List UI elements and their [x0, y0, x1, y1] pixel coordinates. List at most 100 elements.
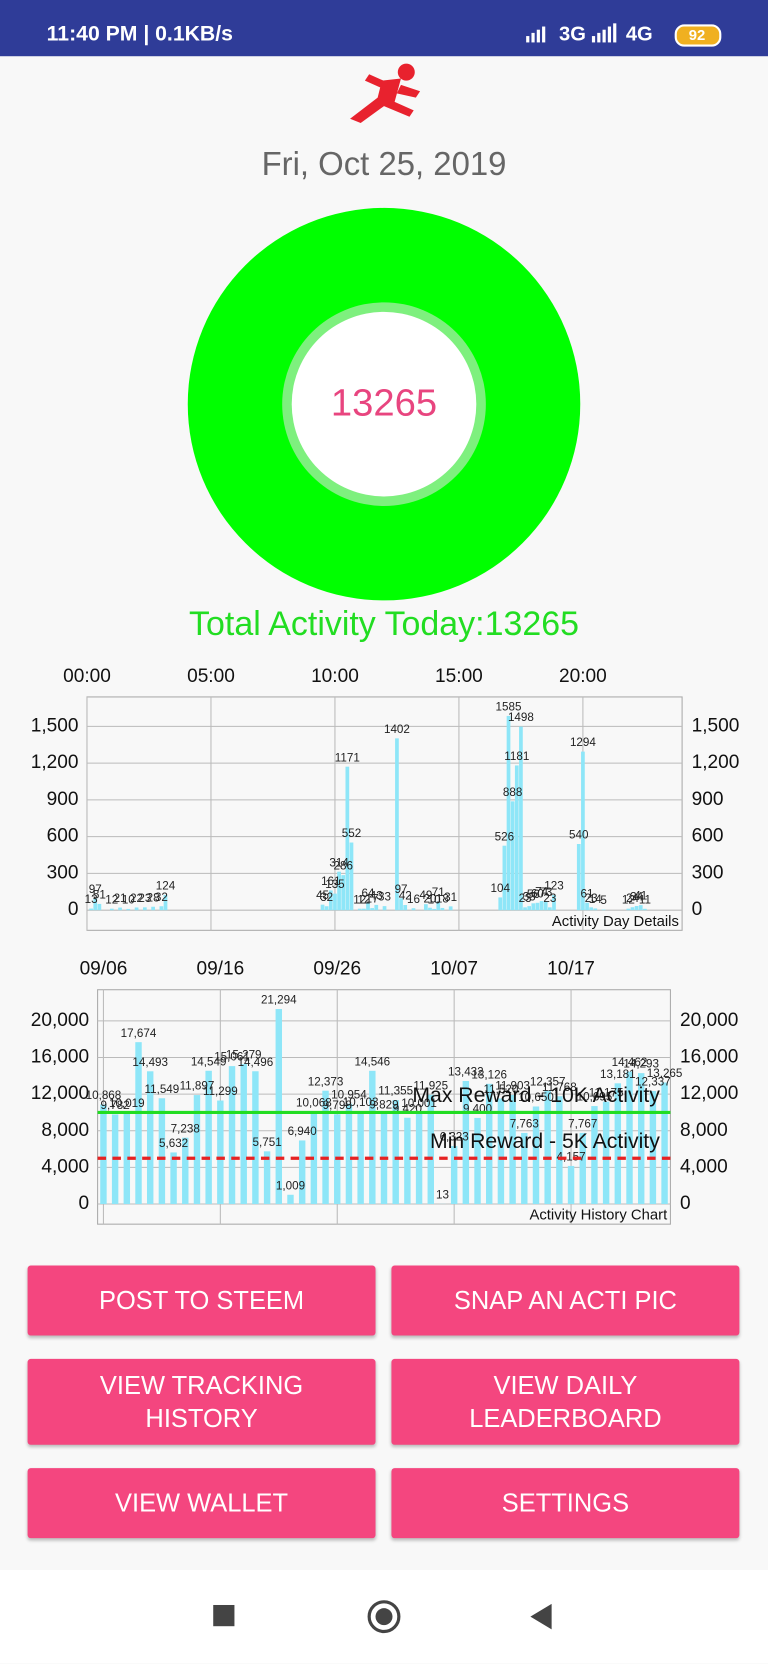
bar: [638, 905, 643, 911]
bar: [217, 1100, 224, 1205]
data-label: 11,299: [203, 1085, 238, 1098]
y2-tick-label: 300: [692, 862, 724, 883]
data-label: 14,549: [191, 1055, 227, 1068]
bar: [523, 907, 527, 911]
data-label: 540: [569, 829, 589, 842]
bar: [474, 1117, 481, 1205]
nav-back[interactable]: [530, 1603, 552, 1630]
y2-tick-label: 12,000: [680, 1083, 738, 1104]
data-label: 6,323: [440, 1131, 469, 1144]
x-tick-label: 05:00: [187, 666, 235, 687]
data-label: 124: [156, 880, 176, 893]
y2-tick-label: 0: [692, 899, 703, 920]
bar: [362, 908, 366, 911]
data-label: 32: [320, 891, 333, 904]
bar: [263, 1151, 271, 1205]
action-button[interactable]: SETTINGS: [391, 1468, 740, 1539]
y-tick-label: 0: [78, 1193, 89, 1214]
bar: [97, 903, 102, 911]
bar: [240, 1064, 247, 1205]
action-button[interactable]: VIEW WALLET: [27, 1468, 376, 1539]
data-label: 49: [419, 889, 432, 902]
bar: [593, 908, 598, 911]
data-label: 13,265: [647, 1067, 683, 1080]
nav-recents[interactable]: [213, 1604, 235, 1627]
bar: [142, 907, 147, 911]
status-time: 11:40 PM | 0.1KB/s: [47, 23, 233, 46]
data-label: 60: [531, 887, 544, 900]
data-label: 11: [639, 893, 651, 906]
x-tick-label: 10/07: [430, 959, 478, 980]
action-button[interactable]: SNAP AN ACTI PIC: [391, 1265, 740, 1336]
data-label: 11,549: [144, 1083, 179, 1096]
data-label: 13,181: [600, 1068, 636, 1081]
data-label: 11,520: [484, 1083, 519, 1096]
y-tick-label: 8,000: [41, 1120, 89, 1141]
data-label: 33: [378, 891, 391, 904]
data-label: 10: [122, 894, 135, 907]
y-tick-label: 16,000: [31, 1047, 89, 1068]
data-label: 1402: [384, 723, 410, 736]
nav-home[interactable]: [367, 1600, 401, 1634]
data-label: 13: [85, 893, 98, 906]
bar: [349, 842, 354, 911]
button-label: VIEW TRACKING HISTORY: [99, 1371, 304, 1433]
action-button[interactable]: VIEW TRACKING HISTORY: [27, 1358, 376, 1445]
data-label: 1294: [570, 736, 596, 749]
bar: [643, 908, 647, 911]
action-button[interactable]: VIEW DAILY LEADERBOARD: [391, 1358, 740, 1445]
bar: [547, 907, 552, 911]
bar: [193, 1095, 201, 1205]
bar: [345, 766, 350, 911]
data-label: 135: [325, 878, 344, 891]
bar: [392, 1100, 399, 1205]
data-label: 21,294: [261, 994, 297, 1007]
data-label: 10,001: [401, 1097, 437, 1110]
data-label: 51: [93, 889, 106, 902]
bar: [275, 1009, 283, 1205]
x-tick-label: 09/16: [196, 959, 244, 980]
bar: [424, 904, 428, 911]
data-label: 14,496: [238, 1056, 274, 1069]
button-label: POST TO STEEM: [98, 1286, 305, 1315]
data-label: 314: [329, 856, 349, 869]
bar: [287, 1194, 294, 1205]
data-label: 5: [600, 894, 606, 907]
bar: [399, 898, 403, 911]
bar: [411, 908, 416, 911]
bar: [514, 765, 519, 911]
x-tick-label: 10/17: [547, 959, 595, 980]
data-label: 1498: [508, 711, 534, 724]
bar: [366, 902, 370, 911]
data-label: 10,019: [109, 1097, 145, 1110]
bar: [333, 893, 337, 911]
data-label: 11,903: [495, 1080, 530, 1093]
data-label: 45: [316, 889, 329, 902]
bar: [581, 751, 585, 911]
data-label: 161: [321, 875, 340, 888]
bar: [298, 1140, 306, 1205]
data-label: 13: [436, 1188, 449, 1201]
data-label: 24: [626, 892, 639, 905]
y2-tick-label: 1,200: [692, 752, 740, 773]
battery-level: 92: [689, 28, 706, 44]
data-label: 12: [353, 893, 366, 906]
bar: [585, 902, 589, 911]
y-tick-label: 20,000: [31, 1010, 89, 1031]
data-label: 123: [544, 880, 563, 893]
data-label: 10,103: [343, 1096, 379, 1109]
bar: [637, 1073, 645, 1205]
bar: [506, 715, 511, 911]
bar: [324, 906, 329, 911]
bar: [432, 908, 436, 911]
action-button[interactable]: POST TO STEEM: [27, 1265, 376, 1336]
data-label: 97: [89, 883, 102, 896]
data-label: 13,432: [448, 1066, 484, 1079]
data-label: 12,373: [308, 1075, 344, 1088]
data-label: 74: [535, 886, 548, 899]
data-label: 28: [147, 891, 160, 904]
bar: [89, 908, 93, 911]
data-label: 17,674: [121, 1027, 157, 1040]
data-label: 14,293: [623, 1058, 659, 1071]
